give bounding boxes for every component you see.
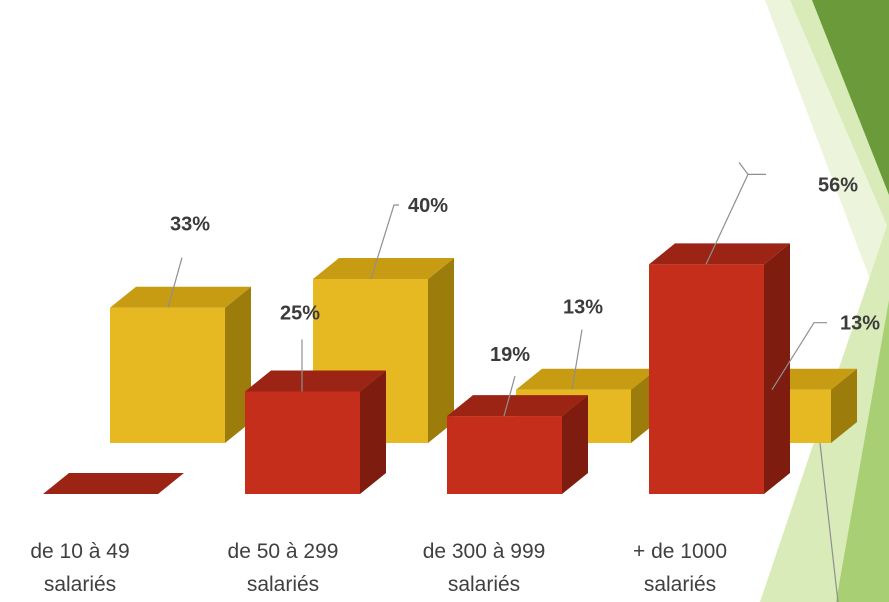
category-label-1-line-1: salariés [247,573,319,596]
back-bar-0-top [110,286,251,308]
category-labels-layer: de 10 à 49 salariés de 50 à 299 salariés de … [30,540,727,596]
category-label-3-line-0: + de 1000 [633,540,727,563]
category-label-2-line-1: salariés [448,573,520,596]
front-bar-2-front [447,416,562,494]
data-label-back-0-leader [167,257,183,308]
category-label-2-line-0: de 300 à 999 [423,540,546,563]
bars-layer [43,243,857,494]
data-label-front-2: 19% [490,344,530,366]
data-label-front-2-leader [503,375,516,417]
back-bar-3-side [831,368,857,443]
data-label-back-3-leader [771,322,827,391]
data-label-back-3-tail [819,442,839,602]
data-label-back-2-leader [571,329,583,390]
front-bar-0-top [43,473,184,494]
data-label-front-3-top [738,162,749,175]
front-bar-0 [43,473,184,494]
data-label-front-3: 56% [818,174,858,196]
data-label-back-3: 13% [840,313,880,335]
front-bar-1 [245,370,386,494]
data-label-back-0: 33% [170,214,210,236]
back-bar-0-front [110,307,225,443]
front-bar-3-top [649,243,790,265]
data-labels-layer: 33% 40% 13% 13% 25% 19% 56% [170,174,880,366]
category-label-1-line-0: de 50 à 299 [228,540,339,563]
leader-lines-layer [167,162,839,602]
front-bar-1-side [360,370,386,494]
front-bar-1-front [245,391,360,494]
front-bar-2-side [562,395,588,494]
front-bar-2-top [447,395,588,417]
front-bar-2 [447,395,588,494]
front-bar-1-top [245,370,386,392]
data-label-front-1: 25% [280,303,320,325]
data-label-back-1: 40% [408,195,448,217]
category-label-3-line-1: salariés [644,573,716,596]
back-bar-0-side [225,286,251,443]
category-label-0-line-1: salariés [44,573,116,596]
back-bar-1-top [313,258,454,279]
deco-triangle-dark [812,0,889,195]
data-label-back-1-leader [370,204,399,280]
front-bar-3-front [649,264,764,494]
deco-triangle-mid-bottom [836,300,889,602]
back-bar-2-top [516,368,657,390]
back-bar-1-side [428,258,454,443]
back-bar-0 [110,286,251,443]
back-bar-1 [313,258,454,443]
data-label-back-2: 13% [563,297,603,319]
category-label-0-line-0: de 10 à 49 [30,540,129,563]
front-bar-3-side [764,243,790,494]
front-bar-3 [649,243,790,494]
